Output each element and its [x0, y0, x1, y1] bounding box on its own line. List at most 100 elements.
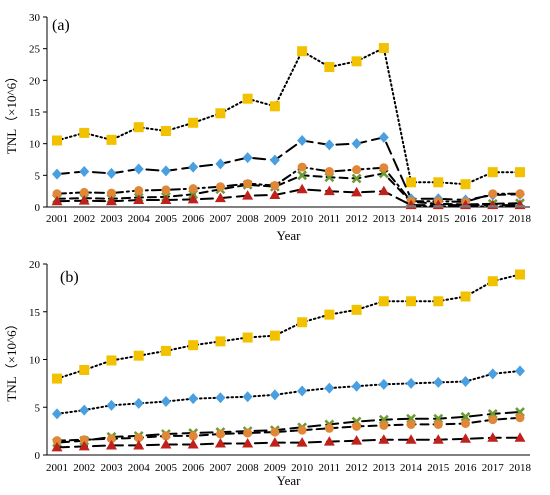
data-point — [324, 167, 334, 177]
data-point — [51, 441, 63, 452]
data-point — [105, 195, 117, 206]
data-point — [351, 173, 362, 184]
data-point — [188, 393, 199, 405]
y-tick-label: 15 — [29, 107, 41, 119]
data-point — [351, 435, 363, 445]
series-3 — [52, 407, 525, 448]
data-point — [269, 330, 280, 341]
data-point — [79, 127, 90, 138]
data-point — [433, 419, 443, 429]
series-line — [56, 188, 521, 207]
data-point — [296, 183, 308, 194]
data-point — [460, 433, 472, 443]
data-point — [78, 440, 90, 451]
x-tick-label: 2001 — [46, 213, 68, 225]
data-point — [187, 193, 199, 204]
x-tick-label: 2003 — [100, 213, 123, 225]
x-tick-label: 2018 — [509, 462, 532, 474]
data-point — [351, 304, 362, 315]
series-line — [56, 370, 521, 415]
series-1 — [52, 269, 525, 384]
data-point — [379, 163, 389, 173]
data-point — [269, 154, 280, 166]
data-point — [351, 380, 362, 392]
data-point — [324, 382, 335, 394]
x-tick-label: 2010 — [291, 462, 314, 474]
x-tick-label: 2015 — [427, 213, 450, 225]
x-tick-label: 2003 — [100, 462, 123, 474]
data-point — [106, 399, 117, 411]
data-point — [188, 340, 199, 351]
x-tick-label: 2012 — [346, 213, 368, 225]
data-point — [297, 170, 308, 181]
data-point — [160, 438, 172, 449]
data-point — [134, 186, 144, 196]
data-point — [105, 439, 117, 450]
data-point — [324, 309, 335, 320]
data-point — [324, 139, 335, 151]
y-tick-label: 15 — [29, 307, 41, 319]
data-point — [515, 205, 525, 208]
data-point — [515, 413, 525, 423]
data-point — [460, 375, 471, 387]
data-point — [406, 177, 417, 188]
data-point — [270, 180, 280, 190]
data-point — [297, 46, 308, 57]
x-tick-label: 2011 — [319, 213, 341, 225]
x-tick-label: 2012 — [346, 462, 368, 474]
x-tick-label: 2013 — [373, 213, 396, 225]
x-tick-label: 2017 — [482, 462, 505, 474]
data-point — [79, 365, 90, 376]
y-axis-label: TNL（×10^6） — [4, 70, 19, 154]
data-point — [406, 205, 417, 208]
y-tick-label: 0 — [35, 450, 41, 462]
y-tick-label: 25 — [29, 44, 41, 56]
data-point — [106, 355, 117, 366]
x-tick-label: 2006 — [182, 462, 205, 474]
data-point — [79, 187, 89, 197]
series-line — [56, 172, 521, 206]
x-tick-label: 2006 — [182, 213, 205, 225]
data-point — [378, 434, 390, 444]
y-tick-label: 10 — [29, 355, 41, 367]
x-tick-label: 2004 — [128, 213, 151, 225]
series-line — [56, 436, 521, 449]
data-point — [161, 185, 171, 195]
data-point — [324, 423, 334, 433]
x-tick-label: 2007 — [209, 213, 232, 225]
data-point — [270, 427, 280, 437]
data-point — [188, 161, 199, 173]
data-point — [133, 350, 144, 361]
y-tick-label: 30 — [29, 12, 41, 24]
data-point — [160, 396, 171, 408]
y-tick-label: 5 — [35, 402, 41, 414]
data-point — [51, 195, 63, 206]
x-tick-label: 2004 — [128, 462, 151, 474]
data-point — [188, 117, 199, 128]
data-point — [52, 408, 62, 420]
data-point — [79, 435, 89, 445]
data-point — [324, 62, 335, 73]
data-point — [297, 317, 308, 328]
data-point — [515, 269, 525, 280]
data-point — [242, 152, 253, 164]
data-point — [296, 437, 308, 447]
data-point — [242, 190, 254, 200]
y-tick-label: 5 — [35, 170, 41, 182]
data-point — [406, 419, 416, 429]
data-point — [187, 438, 199, 449]
chart-panel-1: 0 5 10 15 20 25 30 2001 2002 2003 2004 2005 2006 2007… — [4, 12, 532, 243]
series-line — [56, 46, 521, 186]
data-point — [487, 205, 498, 208]
x-tick-label: 2015 — [427, 462, 450, 474]
data-point — [52, 373, 62, 384]
data-point — [106, 434, 116, 444]
x-tick-label: 2010 — [291, 213, 314, 225]
data-point — [487, 432, 499, 442]
data-point — [160, 165, 171, 177]
data-point — [323, 436, 335, 446]
data-point — [269, 101, 280, 112]
x-tick-label: 2005 — [155, 213, 178, 225]
data-point — [297, 425, 307, 435]
